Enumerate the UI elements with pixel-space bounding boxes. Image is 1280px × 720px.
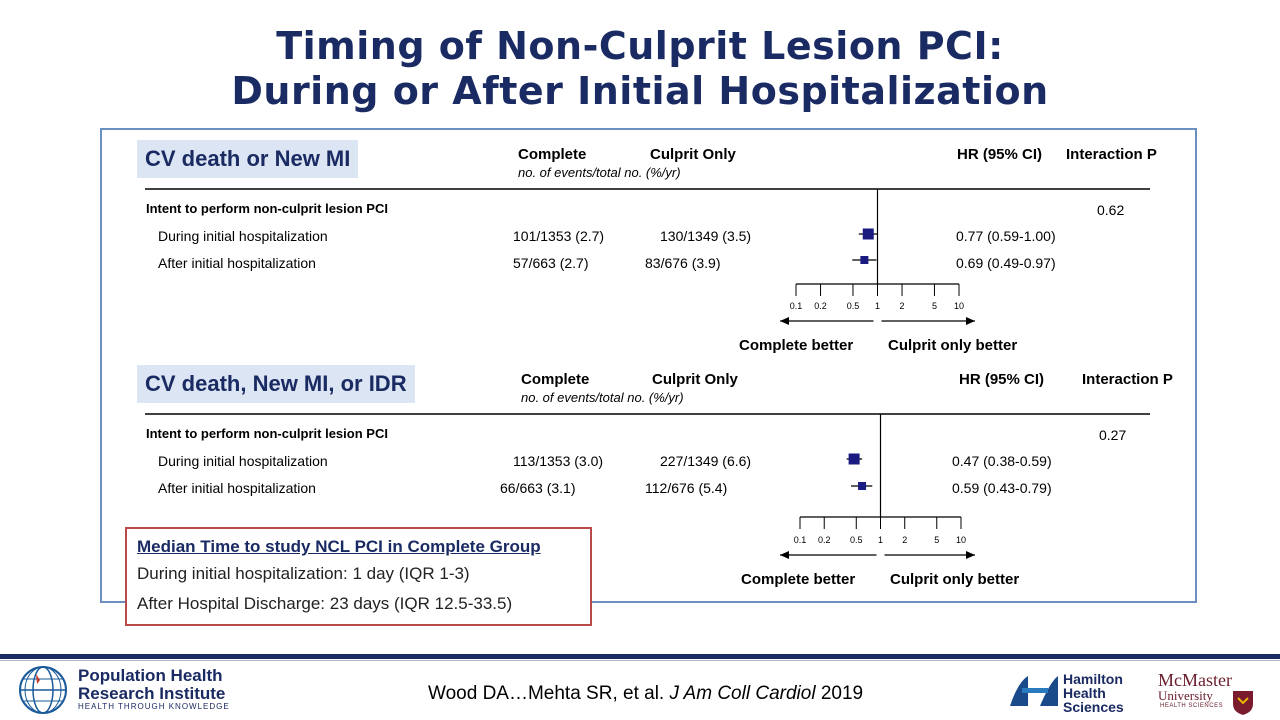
- citation-authors: Wood DA…Mehta SR, et al.: [428, 683, 665, 704]
- slide-title: Timing of Non-Culprit Lesion PCI: During…: [0, 24, 1280, 114]
- section-2-row-1-hr: 0.47 (0.38-0.59): [952, 453, 1052, 469]
- section-1-group-label: Intent to perform non-culprit lesion PCI: [146, 201, 388, 216]
- phri-name: Population Health Research Institute: [78, 667, 225, 703]
- forest-plots-panel: [100, 128, 1197, 603]
- section-1-row-2-marker: [860, 256, 869, 264]
- section-1-arrowhead-left: [780, 317, 789, 325]
- section-1-tick-label-3: 1: [875, 301, 880, 311]
- section-1-row-1-hr: 0.77 (0.59-1.00): [956, 228, 1056, 244]
- section-2-complete-better: Complete better: [741, 571, 856, 588]
- citation-journal: J Am Coll Cardiol: [669, 683, 816, 704]
- hhs-line-1: Hamilton: [1063, 671, 1123, 687]
- section-2-col-note: no. of events/total no. (%/yr): [521, 390, 684, 405]
- footer-rule-thin: [0, 660, 1280, 661]
- section-2-row-1-label: During initial hospitalization: [158, 453, 328, 469]
- median-time-line-1: During initial hospitalization: 1 day (I…: [137, 564, 470, 583]
- section-1-tick-label-5: 5: [932, 301, 937, 311]
- title-line-1: Timing of Non-Culprit Lesion PCI:: [276, 24, 1004, 68]
- phri-tagline: HEALTH THROUGH KNOWLEDGE: [78, 702, 230, 711]
- section-1-tick-label-6: 10: [954, 301, 964, 311]
- section-1-tick-label-1: 0.2: [814, 301, 827, 311]
- section-1-col-complete: Complete: [518, 146, 587, 163]
- section-1-label: CV death or New MI: [137, 140, 359, 178]
- section-1-col-culprit: Culprit Only: [650, 146, 736, 163]
- section-2-col-complete: Complete: [521, 371, 590, 388]
- mcmaster-crest-icon: [1233, 691, 1253, 715]
- section-2-row-2-label: After initial hospitalization: [158, 480, 316, 496]
- section-1-row-1-culprit: 130/1349 (3.5): [660, 228, 752, 244]
- median-time-title: Median Time to study NCL PCI in Complete…: [137, 537, 541, 556]
- section-2-tick-label-5: 5: [934, 535, 939, 545]
- section-2-arrowhead-right: [966, 551, 975, 559]
- citation: Wood DA…Mehta SR, et al. J Am Coll Cardi…: [428, 683, 863, 705]
- section-1-row-2-hr: 0.69 (0.49-0.97): [956, 255, 1056, 271]
- section-2-tick-label-4: 2: [902, 535, 907, 545]
- section-1-tick-label-0: 0.1: [790, 301, 803, 311]
- mcmaster-line-2: University: [1158, 688, 1213, 703]
- section-1-culprit-better: Culprit only better: [888, 337, 1018, 354]
- phri-globe-logo: [19, 666, 67, 714]
- median-time-box: Median Time to study NCL PCI in Complete…: [125, 527, 592, 626]
- section-2-col-interaction: Interaction P: [1082, 371, 1173, 388]
- section-1-col-note: no. of events/total no. (%/yr): [518, 165, 681, 180]
- section-1-row-1-label: During initial hospitalization: [158, 228, 328, 244]
- section-1-row-1-marker: [862, 228, 874, 240]
- section-1-col-interaction: Interaction P: [1066, 146, 1157, 163]
- section-2-row-2-culprit: 112/676 (5.4): [645, 480, 728, 496]
- section-2-arrowhead-left: [780, 551, 789, 559]
- section-1-interaction-p: 0.62: [1097, 202, 1125, 218]
- section-2-tick-label-2: 0.5: [850, 535, 863, 545]
- section-2-row-2-complete: 66/663 (3.1): [500, 480, 576, 496]
- title-line-2: During or After Initial Hospitalization: [231, 69, 1049, 113]
- section-1-row-2-culprit: 83/676 (3.9): [645, 255, 721, 271]
- mcmaster-name: McMaster University: [1158, 670, 1232, 704]
- section-2-tick-label-6: 10: [956, 535, 966, 545]
- section-2-col-culprit: Culprit Only: [652, 371, 738, 388]
- section-1-tick-label-4: 2: [900, 301, 905, 311]
- section-2-tick-label-3: 1: [878, 535, 883, 545]
- phri-line-2: Research Institute: [78, 684, 226, 703]
- section-2-row-1-marker: [848, 453, 860, 465]
- section-2-row-2-hr: 0.59 (0.43-0.79): [952, 480, 1052, 496]
- section-2-interaction-p: 0.27: [1099, 427, 1127, 443]
- section-2-tick-label-0: 0.1: [794, 535, 807, 545]
- mcmaster-line-1: McMaster: [1158, 670, 1232, 690]
- citation-year: 2019: [820, 683, 864, 704]
- section-2-culprit-better: Culprit only better: [890, 571, 1020, 588]
- section-1-row-1-complete: 101/1353 (2.7): [513, 228, 605, 244]
- section-2-label: CV death, New MI, or IDR: [137, 365, 415, 403]
- section-2-row-1-complete: 113/1353 (3.0): [513, 453, 604, 469]
- section-1-row-2-complete: 57/663 (2.7): [513, 255, 589, 271]
- median-time-line-2: After Hospital Discharge: 23 days (IQR 1…: [137, 594, 513, 613]
- section-2-row-1-culprit: 227/1349 (6.6): [660, 453, 752, 469]
- footer-rule: [0, 654, 1280, 659]
- hhs-name: Hamilton Health Sciences: [1063, 672, 1124, 714]
- section-1-tick-label-2: 0.5: [847, 301, 860, 311]
- mcmaster-tagline: HEALTH SCIENCES: [1160, 703, 1224, 709]
- hhs-logo-icon: [1010, 676, 1058, 706]
- section-2-col-hr: HR (95% CI): [959, 371, 1045, 388]
- section-2-tick-label-1: 0.2: [818, 535, 831, 545]
- section-2-group-label: Intent to perform non-culprit lesion PCI: [146, 426, 388, 441]
- hhs-line-3: Sciences: [1063, 699, 1124, 715]
- section-1-complete-better: Complete better: [739, 337, 854, 354]
- section-2-row-2-marker: [858, 482, 867, 490]
- section-1-arrowhead-right: [966, 317, 975, 325]
- phri-line-1: Population Health: [78, 666, 223, 685]
- section-1-col-hr: HR (95% CI): [957, 146, 1043, 163]
- section-1-row-2-label: After initial hospitalization: [158, 255, 316, 271]
- hhs-line-2: Health: [1063, 685, 1106, 701]
